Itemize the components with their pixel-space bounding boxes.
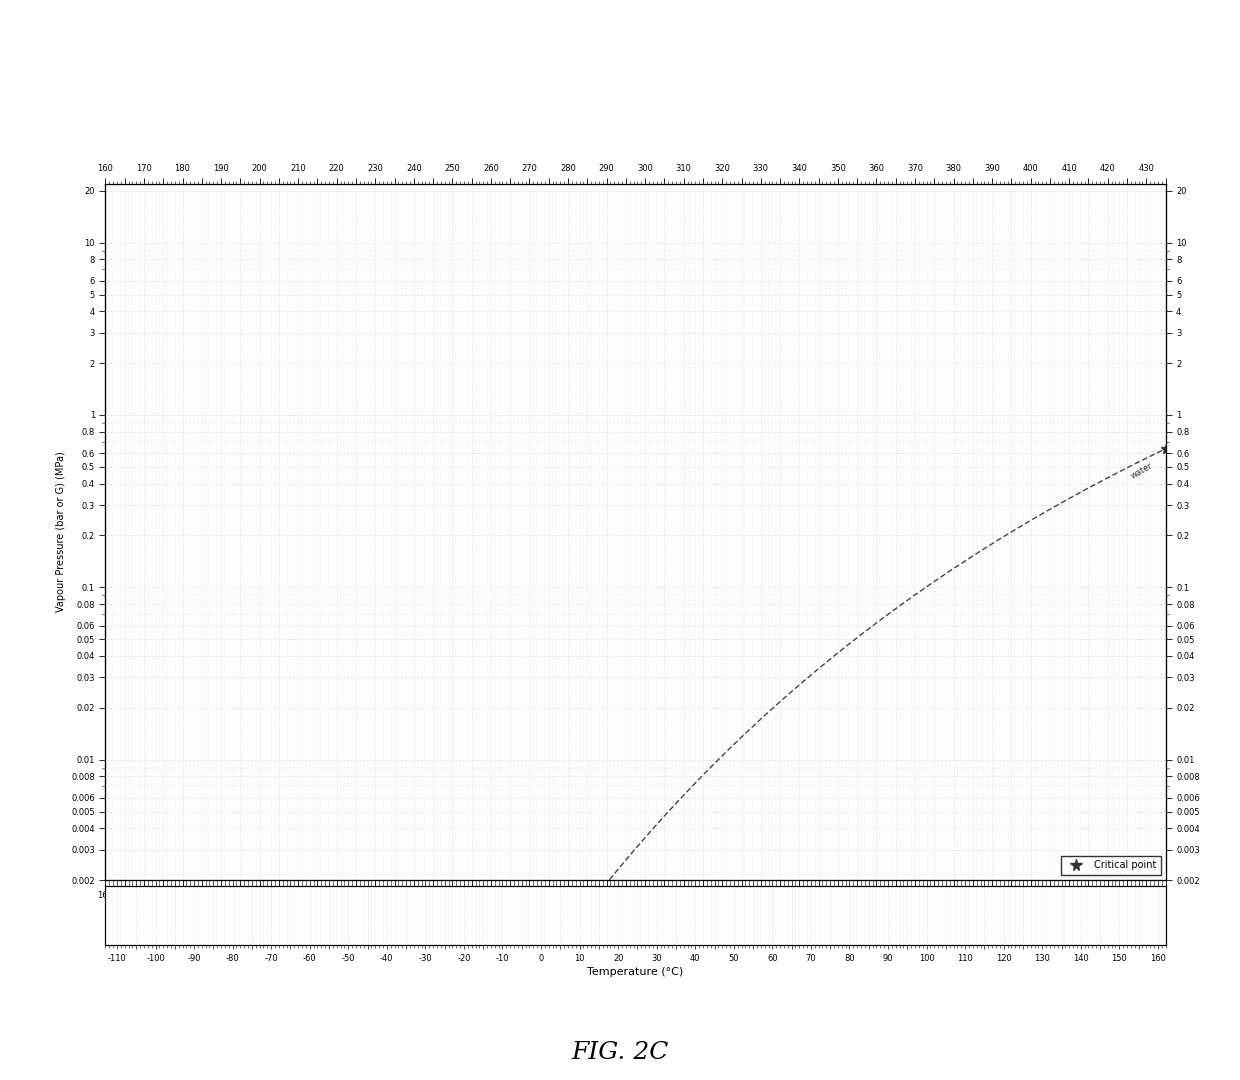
- Legend: Critical point: Critical point: [1061, 855, 1161, 875]
- Y-axis label: Vapour Pressure (bar or G) (MPa): Vapour Pressure (bar or G) (MPa): [56, 451, 66, 612]
- X-axis label: Temperature (K): Temperature (K): [590, 905, 681, 915]
- X-axis label: Temperature (°C): Temperature (°C): [588, 968, 683, 977]
- Text: water: water: [1128, 461, 1154, 481]
- Text: FIG. 2C: FIG. 2C: [572, 1041, 668, 1064]
